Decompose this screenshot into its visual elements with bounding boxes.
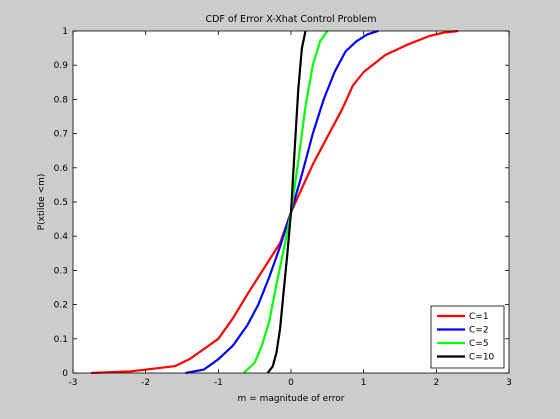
- x-tick-label: -1: [214, 378, 223, 388]
- y-tick-label: 0.8: [54, 95, 69, 105]
- series-line-c-5: [243, 30, 329, 374]
- x-tick-label: 0: [288, 378, 294, 388]
- x-tick-label: -3: [69, 378, 78, 388]
- y-tick-label: 0.7: [54, 130, 68, 140]
- y-tick-label: 0.3: [54, 266, 68, 276]
- y-tick-label: 1: [62, 27, 68, 37]
- x-tick-label: 3: [506, 378, 512, 388]
- y-tick-label: 0.9: [54, 61, 69, 71]
- y-tick-label: 0.6: [54, 164, 69, 174]
- x-tick-label: 1: [361, 378, 367, 388]
- legend-label: C=10: [469, 353, 495, 363]
- series-layer: [91, 29, 459, 375]
- legend: C=1 C=2 C=5 C=10: [430, 305, 505, 369]
- legend-label: C=2: [469, 326, 489, 336]
- y-tick-label: 0.1: [54, 335, 68, 345]
- legend-label: C=1: [469, 312, 489, 322]
- y-tick-label: 0.4: [54, 232, 69, 242]
- y-tick-label: 0: [62, 369, 68, 379]
- x-axis-label: m = magnitude of error: [238, 394, 345, 404]
- y-tick-label: 0.5: [54, 198, 68, 208]
- y-tick-label: 0.2: [54, 301, 68, 311]
- legend-label: C=5: [469, 339, 489, 349]
- y-ticks: 0 0.1 0.2 0.3 0.4 0.5 0.6 0.7 0.8 0.9 1: [54, 27, 509, 379]
- chart-title: CDF of Error X-Xhat Control Problem: [205, 14, 376, 25]
- x-tick-label: -2: [141, 378, 150, 388]
- x-ticks: -3 -2 -1 0 1 2 3: [69, 31, 512, 388]
- series-line-c-10: [266, 30, 307, 374]
- x-tick-label: 2: [433, 378, 439, 388]
- y-axis-label: P(xtilde <m): [37, 174, 47, 231]
